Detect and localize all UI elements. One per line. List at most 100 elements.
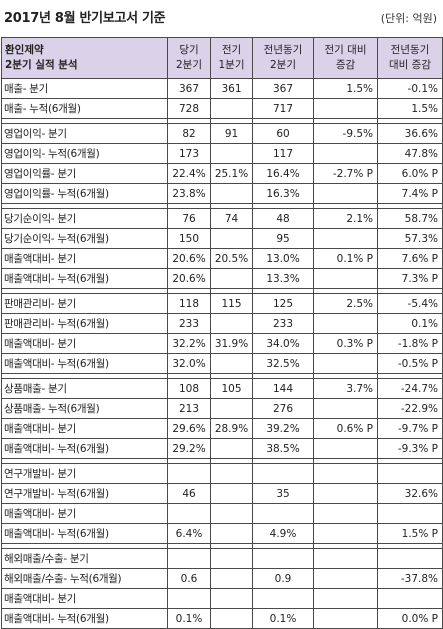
table-cell: 276 xyxy=(252,398,314,419)
table-cell: 25.1% xyxy=(210,163,253,184)
row-label: 영업이익- 분기 xyxy=(1,123,168,144)
table-cell xyxy=(313,353,378,374)
table-cell: 36.6% xyxy=(377,123,443,144)
header-analysis-label: 2분기 실적 분석 xyxy=(5,59,78,71)
table-cell: 1.5% P xyxy=(377,523,443,544)
table-cell: 57.3% xyxy=(377,228,443,249)
table-row: 판매관리비- 분기 118 115 125 2.5% -5.4% xyxy=(1,293,443,314)
table-cell: 728 xyxy=(167,98,211,119)
title-bar: 2017년 8월 반기보고서 기준 (단위: 억원) xyxy=(0,0,443,37)
row-label: 매출- 누적(6개월) xyxy=(1,98,168,119)
table-cell: 13.3% xyxy=(252,268,314,289)
table-cell: -2.7% P xyxy=(313,163,378,184)
row-label: 판매관리비- 분기 xyxy=(1,293,168,314)
table-cell: 20.6% xyxy=(167,268,211,289)
table-cell: 125 xyxy=(252,293,314,314)
table-row: 당기순이익- 누적(6개월) 150 95 57.3% xyxy=(1,228,443,249)
table-cell xyxy=(252,548,314,569)
table-cell: 367 xyxy=(252,78,314,99)
table-cell: -24.7% xyxy=(377,378,443,399)
table-row: 매출액대비- 분기 xyxy=(1,503,443,524)
table-cell xyxy=(210,228,253,249)
table-cell xyxy=(210,143,253,164)
table-cell: 38.5% xyxy=(252,438,314,459)
row-label: 영업이익률- 분기 xyxy=(1,163,168,184)
table-row: 매출액대비- 누적(6개월) 0.1% 0.1% 0.0% P xyxy=(1,608,443,629)
table-cell: 20.5% xyxy=(210,248,253,269)
table-cell: 29.2% xyxy=(167,438,211,459)
table-row: 영업이익률- 누적(6개월) 23.8% 16.3% 7.4% P xyxy=(1,183,443,204)
row-label: 매출액대비- 분기 xyxy=(1,588,168,609)
table-cell xyxy=(210,353,253,374)
row-label: 매출액대비- 분기 xyxy=(1,248,168,269)
table-cell: 16.4% xyxy=(252,163,314,184)
table-cell: 0.1% xyxy=(377,313,443,334)
table-cell xyxy=(313,548,378,569)
table-cell: 16.3% xyxy=(252,183,314,204)
table-cell: 1.5% xyxy=(313,78,378,99)
table-cell: 28.9% xyxy=(210,418,253,439)
table-cell: -9.3% P xyxy=(377,438,443,459)
row-label: 매출액대비- 누적(6개월) xyxy=(1,608,168,629)
table-cell: -0.1% xyxy=(377,78,443,99)
row-label: 매출액대비- 분기 xyxy=(1,418,168,439)
table-cell: 0.6 xyxy=(167,568,211,589)
table-row: 당기순이익- 분기 76 74 48 2.1% 58.7% xyxy=(1,208,443,229)
table-row: 매출액대비- 누적(6개월) 20.6% 13.3% 7.3% P xyxy=(1,268,443,289)
table-cell: -5.4% xyxy=(377,293,443,314)
table-cell: 361 xyxy=(210,78,253,99)
table-body: 매출- 분기 367 361 367 1.5% -0.1% 매출- 누적(6개월) 728 71… xyxy=(1,78,443,629)
row-label: 해외매출/수출- 분기 xyxy=(1,548,168,569)
row-label: 영업이익- 누적(6개월) xyxy=(1,143,168,164)
table-row: 영업이익- 분기 82 91 60 -9.5% 36.6% xyxy=(1,123,443,144)
table-cell xyxy=(167,588,211,609)
table-row: 영업이익- 누적(6개월) 173 117 47.8% xyxy=(1,143,443,164)
table-row: 판매관리비- 누적(6개월) 233 233 0.1% xyxy=(1,313,443,334)
table-cell xyxy=(210,483,253,504)
table-cell xyxy=(313,568,378,589)
table-cell xyxy=(167,548,211,569)
table-cell xyxy=(167,503,211,524)
row-label: 당기순이익- 분기 xyxy=(1,208,168,229)
table-row: 연구개발비- 분기 xyxy=(1,463,443,484)
group-separator xyxy=(1,373,443,379)
table-cell: 0.1% xyxy=(252,608,314,629)
table-cell: 115 xyxy=(210,293,253,314)
table-cell xyxy=(377,503,443,524)
table-cell xyxy=(377,588,443,609)
table-cell: 60 xyxy=(252,123,314,144)
table-row: 매출액대비- 누적(6개월) 29.2% 38.5% -9.3% P xyxy=(1,438,443,459)
table-cell xyxy=(377,548,443,569)
table-cell: 48 xyxy=(252,208,314,229)
header-prior-year-quarter: 전년동기 2분기 xyxy=(252,37,314,79)
table-row: 매출- 누적(6개월) 728 717 1.5% xyxy=(1,98,443,119)
table-cell xyxy=(210,523,253,544)
table-cell: 32.0% xyxy=(167,353,211,374)
table-cell: 233 xyxy=(167,313,211,334)
row-label: 연구개발비- 분기 xyxy=(1,463,168,484)
table-cell xyxy=(313,183,378,204)
table-cell: 213 xyxy=(167,398,211,419)
table-cell xyxy=(252,503,314,524)
table-cell: 32.6% xyxy=(377,483,443,504)
table-cell xyxy=(210,608,253,629)
row-label: 매출액대비- 분기 xyxy=(1,333,168,354)
table-cell: -1.8% P xyxy=(377,333,443,354)
table-cell: 31.9% xyxy=(210,333,253,354)
table-cell: 367 xyxy=(167,78,211,99)
group-separator xyxy=(1,288,443,294)
table-cell: 117 xyxy=(252,143,314,164)
table-cell: 173 xyxy=(167,143,211,164)
table-row: 매출액대비- 분기 xyxy=(1,588,443,609)
table-cell: 46 xyxy=(167,483,211,504)
earnings-table: 환인제약 2분기 실적 분석 당기 2분기 전기 1분기 전년동기 2분기 전기… xyxy=(1,37,443,629)
row-label: 상품매출- 누적(6개월) xyxy=(1,398,168,419)
table-cell: 1.5% xyxy=(377,98,443,119)
table-cell xyxy=(377,463,443,484)
table-cell xyxy=(313,98,378,119)
table-cell: 144 xyxy=(252,378,314,399)
table-cell: 150 xyxy=(167,228,211,249)
table-cell: 0.3% P xyxy=(313,333,378,354)
table-cell: 22.4% xyxy=(167,163,211,184)
table-cell: 76 xyxy=(167,208,211,229)
